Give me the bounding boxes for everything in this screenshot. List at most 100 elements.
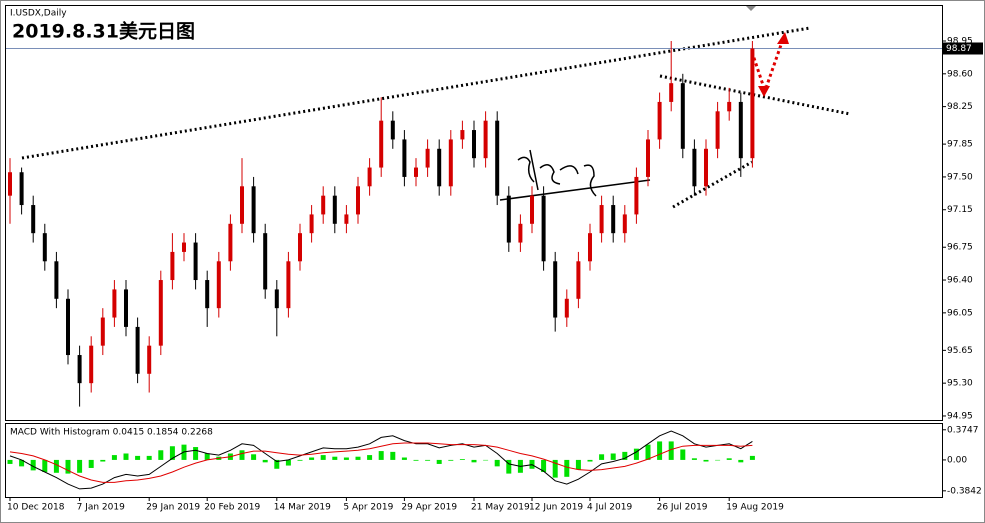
arrow-up — [764, 41, 784, 89]
candle-body — [19, 172, 24, 206]
histogram-bar — [169, 446, 175, 460]
histogram-bar — [30, 459, 36, 471]
histogram-bar — [332, 456, 338, 460]
histogram-bar — [158, 450, 164, 460]
candle-body — [472, 130, 476, 159]
histogram-bar — [738, 459, 744, 463]
trend-lines — [21, 26, 851, 209]
histogram-bar — [285, 459, 291, 466]
candle-body — [344, 214, 349, 224]
macd-line — [9, 442, 753, 483]
histogram-bar — [297, 459, 303, 461]
histogram-bar — [19, 459, 25, 467]
histogram-bar — [146, 455, 152, 460]
histogram-bar — [239, 450, 245, 460]
candle-body — [205, 280, 210, 309]
candle-body — [634, 176, 639, 215]
candle-body — [669, 83, 674, 102]
candle-body — [483, 120, 488, 159]
histogram-bar — [645, 444, 651, 460]
histogram-bar — [599, 454, 605, 460]
x-tick-label: 12 Jun 2019 — [529, 503, 583, 513]
y-tick-label: 97.50 — [947, 172, 973, 182]
candle-body — [228, 223, 233, 262]
x-tick-label: 4 Jul 2019 — [587, 503, 632, 513]
candle-body — [704, 148, 708, 187]
arrow-head — [777, 32, 789, 44]
candle-body — [77, 355, 82, 384]
candle-body — [158, 280, 163, 346]
histogram-bar — [448, 459, 454, 461]
candle-body — [309, 214, 314, 234]
histogram-bar — [575, 459, 581, 470]
candle-body — [263, 233, 268, 290]
candle-body — [738, 101, 743, 159]
candle-body — [193, 242, 198, 281]
candle-body — [425, 148, 430, 168]
histogram-bar — [657, 441, 663, 460]
candle-body — [274, 289, 279, 309]
histogram-bar — [715, 459, 721, 461]
histogram-bar — [390, 451, 396, 460]
histogram-bar — [425, 459, 431, 461]
y-tick-label: 95.30 — [947, 379, 973, 389]
histogram-bar — [622, 451, 628, 460]
histogram-bar — [541, 459, 547, 472]
candle-body — [576, 261, 581, 299]
candle-body — [495, 120, 500, 196]
descending-line — [659, 74, 851, 116]
y-tick-label: 96.40 — [947, 276, 973, 286]
candle-body — [147, 345, 152, 374]
y-tick-label: 0.00 — [947, 455, 967, 465]
candle-body — [112, 289, 117, 318]
candle-body — [42, 233, 47, 262]
candle-body — [692, 148, 697, 187]
histogram-bar — [506, 459, 512, 474]
y-tick-label: 98.95 — [947, 36, 973, 46]
candle-body — [437, 148, 442, 187]
histogram-bar — [436, 459, 442, 464]
candle-body — [750, 48, 755, 159]
candle-body — [564, 298, 569, 318]
candle-body — [657, 101, 662, 140]
current-price-label: 98.87 — [946, 44, 972, 54]
histogram-bar — [53, 459, 59, 473]
current-price-box — [943, 42, 983, 55]
y-tick-label: -0.3842 — [947, 486, 982, 496]
y-tick-label: 96.75 — [947, 243, 973, 253]
histogram-bar — [343, 457, 349, 460]
histogram-bar — [552, 459, 558, 478]
x-tick-label: 21 May 2019 — [471, 503, 530, 513]
histogram-bar — [355, 456, 361, 460]
macd-label: MACD With Histogram 0.0415 0.1854 0.2268 — [10, 428, 213, 438]
x-tick-label: 10 Dec 2018 — [7, 503, 65, 513]
histogram-bar — [703, 459, 709, 462]
histogram-bar — [483, 459, 489, 461]
histogram-bar — [633, 448, 639, 460]
histogram-bar — [691, 458, 697, 460]
x-tick-label: 7 Jan 2019 — [77, 503, 125, 513]
candle-body — [298, 233, 302, 262]
candle-body — [402, 139, 407, 177]
histogram-bar — [459, 459, 465, 460]
candle-body — [286, 261, 291, 309]
histogram-bar — [320, 455, 326, 460]
histogram-bar — [42, 459, 48, 472]
histogram-bar — [401, 457, 407, 460]
candle-body — [460, 130, 465, 140]
histogram-bar — [65, 459, 71, 474]
support-line — [672, 160, 753, 209]
histogram-bar — [262, 459, 268, 463]
y-tick-label: 95.65 — [947, 346, 973, 356]
candle-body — [390, 120, 395, 140]
histogram-bar — [587, 459, 593, 462]
y-tick-label: 0.3747 — [947, 425, 979, 435]
y-tick-label: 98.60 — [947, 69, 973, 79]
candle-body — [124, 289, 128, 327]
shift-marker — [746, 6, 756, 11]
histogram-bar — [367, 455, 373, 460]
histogram-bar — [494, 459, 500, 467]
histogram-bar — [680, 449, 686, 460]
candle-body — [588, 233, 592, 262]
